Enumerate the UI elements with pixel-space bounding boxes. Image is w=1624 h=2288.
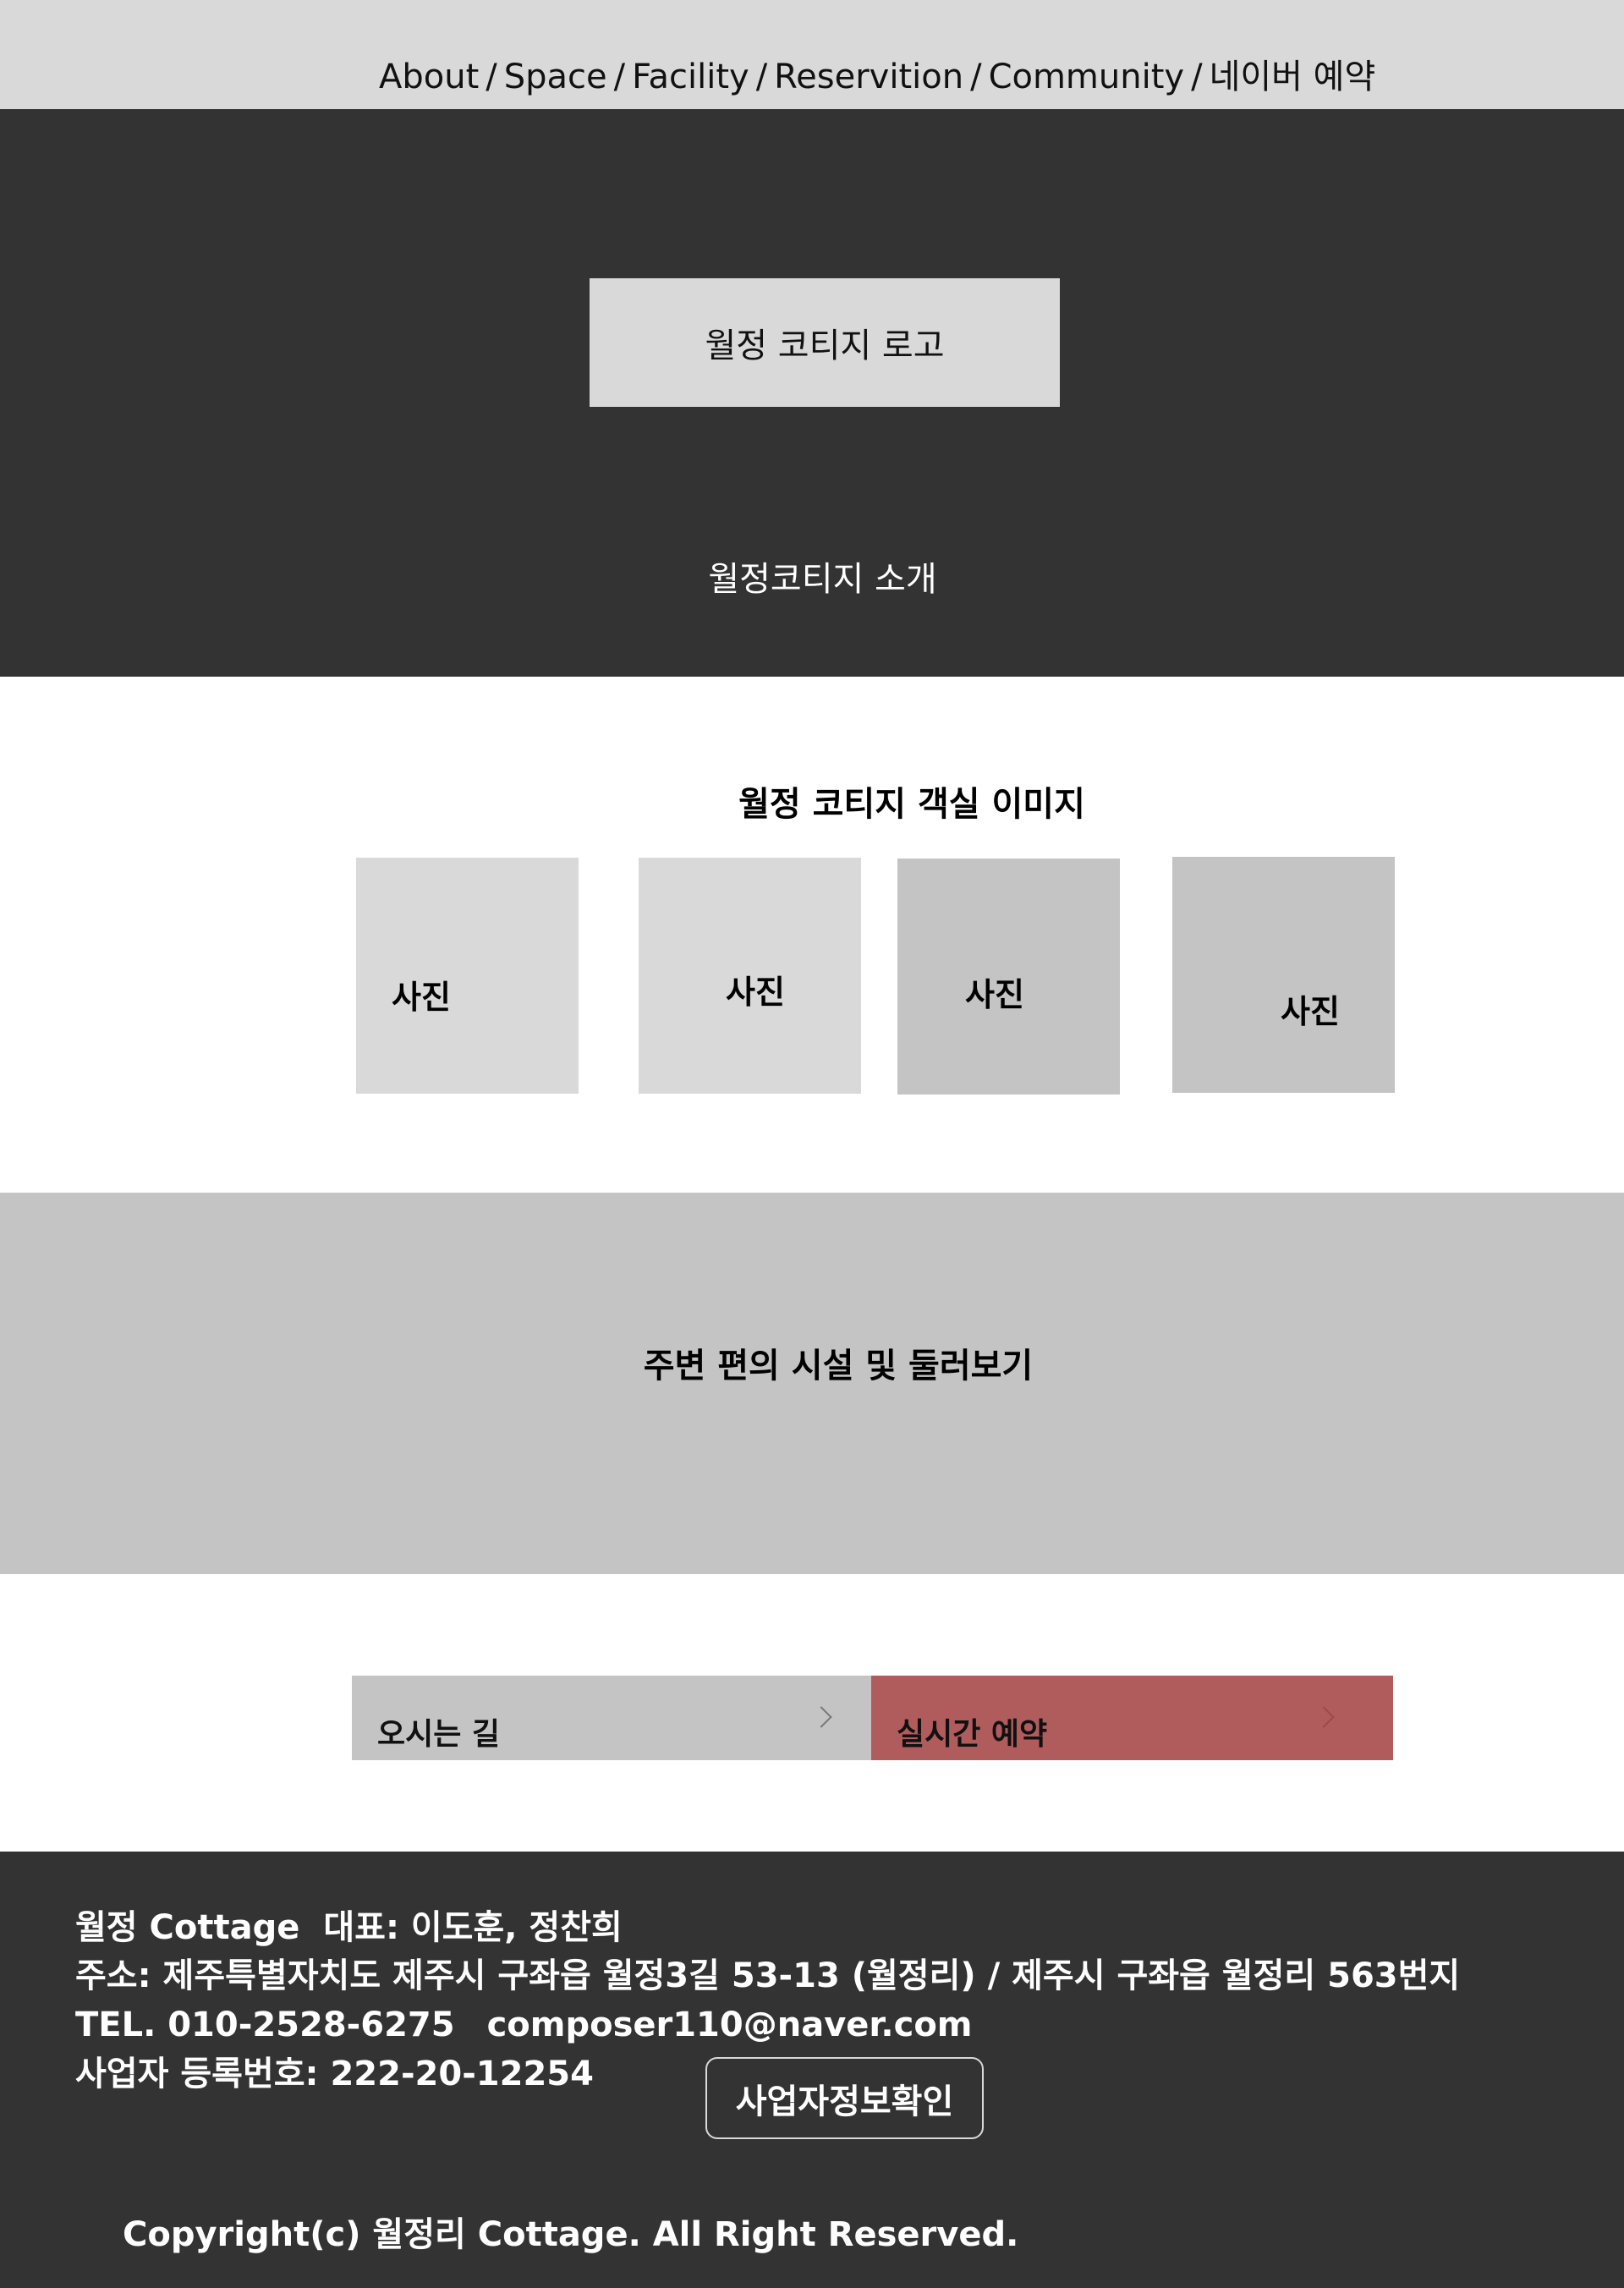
- nearby-facilities-section: 주변 편의 시설 및 둘러보기: [0, 1193, 1624, 1574]
- footer: 월정 Cottage 대표: 이도훈, 정찬희 주소: 제주특별자치도 제주시 구…: [0, 1852, 1624, 2288]
- main-nav: About / Space / Facility / Reservition / Communi…: [379, 56, 1375, 98]
- company-name: 월정 Cottage: [75, 1908, 300, 1947]
- footer-contact-line: TEL. 010-2528-6275 composer110@naver.com: [75, 2000, 972, 2049]
- top-nav-bar: About / Space / Facility / Reservition / Communi…: [0, 0, 1624, 109]
- room-photo-4[interactable]: 사진: [1172, 857, 1395, 1093]
- photo-label: 사진: [392, 979, 451, 1016]
- copyright: Copyright(c) 월정리 Cottage. All Right Rese…: [123, 2215, 1019, 2254]
- nav-naver-reservation-link[interactable]: 네이버 예약: [1209, 58, 1376, 96]
- logo-placeholder[interactable]: 월정 코티지 로고: [590, 278, 1060, 407]
- realtime-reservation-button[interactable]: 실시간 예약: [871, 1676, 1393, 1760]
- nav-community-link[interactable]: Community: [988, 58, 1185, 96]
- room-photo-1[interactable]: 사진: [356, 858, 579, 1094]
- nav-facility-link[interactable]: Facility: [632, 58, 749, 96]
- business-info-button[interactable]: 사업자정보확인: [705, 2057, 984, 2139]
- footer-company-line: 월정 Cottage 대표: 이도훈, 정찬희: [75, 1903, 623, 1952]
- phone-number: TEL. 010-2528-6275: [75, 2005, 455, 2044]
- photo-label: 사진: [1281, 993, 1340, 1030]
- hero-section: 월정 코티지 로고 월정코티지 소개: [0, 109, 1624, 677]
- photo-label: 사진: [965, 976, 1024, 1013]
- nav-separator: /: [486, 58, 497, 96]
- nav-separator: /: [755, 58, 768, 96]
- nav-space-link[interactable]: Space: [503, 58, 607, 96]
- logo-text: 월정 코티지 로고: [705, 326, 945, 365]
- photo-label: 사진: [726, 974, 785, 1011]
- intro-text: 월정코티지 소개: [708, 560, 937, 599]
- directions-button[interactable]: 오시는 길: [352, 1676, 871, 1760]
- reservation-label: 실시간 예약: [897, 1717, 1048, 1752]
- business-registration-number: 사업자 등록번호: 222-20-12254: [75, 2055, 594, 2093]
- directions-label: 오시는 길: [377, 1717, 501, 1752]
- representative: 대표: 이도훈, 정찬희: [323, 1908, 623, 1947]
- nav-separator: /: [613, 58, 626, 96]
- nav-separator: /: [970, 58, 982, 96]
- nav-reservation-link[interactable]: Reservition: [774, 58, 964, 96]
- footer-address: 주소: 제주특별자치도 제주시 구좌읍 월정3길 53-13 (월정리) / 제…: [75, 1956, 1461, 1995]
- chevron-right-icon: [810, 1706, 832, 1728]
- room-photo-2[interactable]: 사진: [639, 858, 861, 1094]
- chevron-right-icon: [1313, 1706, 1335, 1728]
- nav-separator: /: [1191, 58, 1203, 96]
- rooms-title: 월정 코티지 객실 이미지: [738, 785, 1085, 824]
- room-photo-3[interactable]: 사진: [897, 859, 1120, 1095]
- nav-about-link[interactable]: About: [379, 58, 480, 96]
- nearby-facilities-title: 주변 편의 시설 및 둘러보기: [643, 1347, 1034, 1385]
- email-address[interactable]: composer110@naver.com: [486, 2005, 973, 2044]
